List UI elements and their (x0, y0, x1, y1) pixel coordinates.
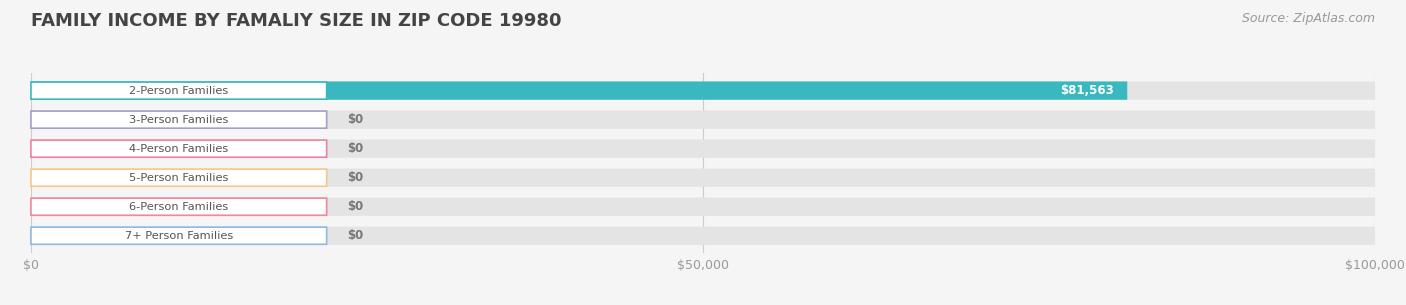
FancyBboxPatch shape (31, 198, 1375, 216)
Text: FAMILY INCOME BY FAMALIY SIZE IN ZIP CODE 19980: FAMILY INCOME BY FAMALIY SIZE IN ZIP COD… (31, 12, 561, 30)
Text: 7+ Person Families: 7+ Person Families (125, 231, 233, 241)
Text: Source: ZipAtlas.com: Source: ZipAtlas.com (1241, 12, 1375, 25)
Text: 5-Person Families: 5-Person Families (129, 173, 228, 183)
Text: 4-Person Families: 4-Person Families (129, 144, 228, 154)
FancyBboxPatch shape (31, 140, 326, 157)
Text: 2-Person Families: 2-Person Families (129, 86, 228, 95)
FancyBboxPatch shape (31, 227, 1375, 245)
FancyBboxPatch shape (31, 82, 326, 99)
FancyBboxPatch shape (31, 81, 1375, 100)
FancyBboxPatch shape (31, 111, 326, 128)
Text: $81,563: $81,563 (1060, 84, 1114, 97)
Text: $0: $0 (347, 171, 363, 184)
Text: 6-Person Families: 6-Person Families (129, 202, 228, 212)
FancyBboxPatch shape (31, 198, 326, 215)
FancyBboxPatch shape (31, 139, 1375, 158)
FancyBboxPatch shape (31, 169, 326, 186)
Text: 3-Person Families: 3-Person Families (129, 115, 228, 125)
FancyBboxPatch shape (31, 227, 326, 244)
Text: $0: $0 (347, 142, 363, 155)
Text: $0: $0 (347, 200, 363, 213)
FancyBboxPatch shape (31, 110, 1375, 129)
Text: $0: $0 (347, 113, 363, 126)
Text: $0: $0 (347, 229, 363, 242)
FancyBboxPatch shape (31, 169, 1375, 187)
FancyBboxPatch shape (31, 81, 1128, 100)
